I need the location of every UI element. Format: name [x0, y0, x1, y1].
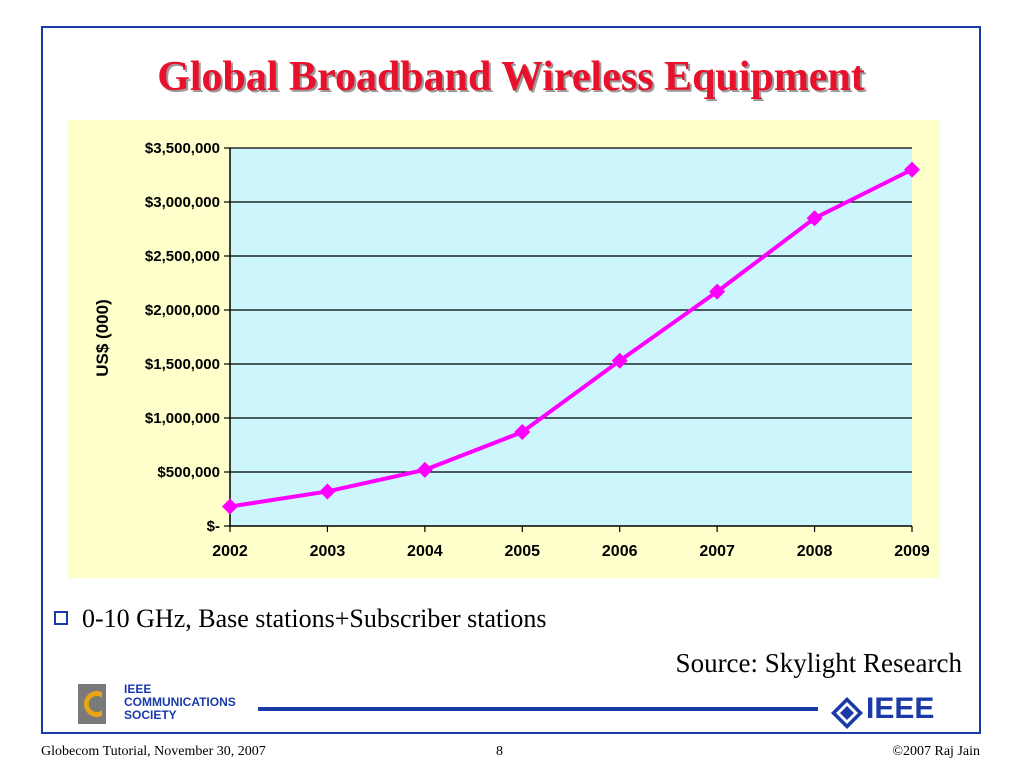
- comsoc-logo-icon: [78, 684, 106, 724]
- y-tick-label: $500,000: [157, 464, 220, 481]
- bullet-text: 0-10 GHz, Base stations+Subscriber stati…: [82, 604, 547, 633]
- axes: [224, 147, 913, 532]
- bullet-item: 0-10 GHz, Base stations+Subscriber stati…: [52, 604, 547, 634]
- y-tick-label: $2,500,000: [145, 248, 220, 265]
- y-tick-labels: $- $500,000 $1,000,000 $1,500,000 $2,000,000…: [145, 140, 220, 535]
- y-tick-label: $3,000,000: [145, 194, 220, 211]
- comsoc-line-3: SOCIETY: [124, 708, 177, 722]
- x-tick-label: 2002: [212, 543, 248, 560]
- series-markers: [222, 161, 920, 515]
- data-point-marker: [416, 461, 433, 478]
- source-note: Source: Skylight Research: [675, 648, 962, 678]
- slide-title: Global Broadband Wireless Equipment: [157, 54, 865, 100]
- y-tick-label: $1,500,000: [145, 356, 220, 373]
- footer-left: Globecom Tutorial, November 30, 2007: [41, 744, 266, 759]
- x-tick-labels: 2002 2003 2004 2005 2006 2007 2008 2009: [212, 543, 930, 560]
- comsoc-line-1: IEEE: [124, 682, 152, 696]
- y-tick-label: $3,500,000: [145, 140, 220, 157]
- data-point-marker: [611, 352, 628, 369]
- footer-rule: [258, 707, 818, 711]
- data-point-marker: [806, 210, 823, 227]
- data-point-marker: [709, 283, 726, 300]
- x-tick-label: 2007: [699, 543, 735, 560]
- plot-area: [230, 148, 912, 526]
- data-point-marker: [222, 498, 238, 515]
- x-tick-label: 2008: [797, 543, 833, 560]
- y-tick-label: $1,000,000: [145, 410, 220, 427]
- data-point-marker: [514, 424, 531, 441]
- footer-copyright: ©2007 Raj Jain: [892, 744, 980, 759]
- ieee-logo-text: IEEE: [866, 692, 935, 725]
- x-tick-label: 2003: [310, 543, 346, 560]
- series-line: [229, 167, 913, 509]
- x-tick-label: 2009: [894, 543, 930, 560]
- comsoc-line-2: COMMUNICATIONS: [124, 695, 236, 709]
- y-tick-label: $-: [207, 518, 220, 535]
- x-tick-label: 2006: [602, 543, 638, 560]
- ieee-diamond-icon: [831, 697, 863, 729]
- slide-frame: [41, 26, 981, 734]
- page-number: 8: [496, 744, 503, 759]
- chart: $- $500,000 $1,000,000 $1,500,000 $2,000,000…: [68, 120, 940, 578]
- data-point-marker: [319, 483, 336, 500]
- x-tick-label: 2004: [407, 543, 443, 560]
- bullet-square-icon: [54, 611, 68, 626]
- comsoc-logo-text: IEEE COMMUNICATIONS SOCIETY: [124, 683, 236, 722]
- y-tick-label: $2,000,000: [145, 302, 220, 319]
- line-chart: $- $500,000 $1,000,000 $1,500,000 $2,000,000…: [68, 120, 940, 578]
- x-tick-label: 2005: [504, 543, 540, 560]
- y-axis-label: US$ (000): [93, 299, 112, 376]
- data-point-marker: [904, 161, 920, 178]
- gridlines: [230, 147, 912, 473]
